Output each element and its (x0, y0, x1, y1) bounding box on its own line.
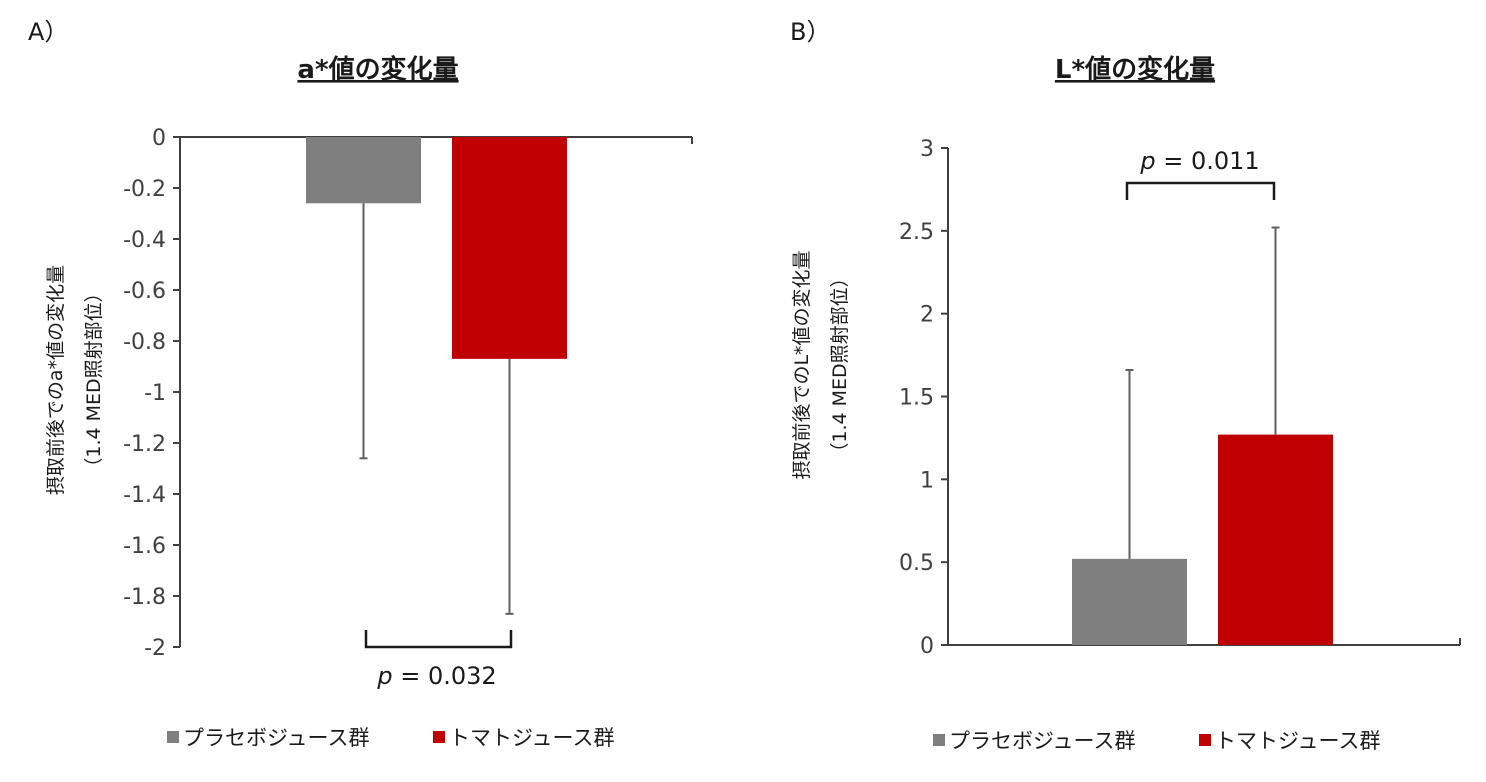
bar-tomato (1218, 434, 1333, 645)
y-tick-label: 3 (920, 137, 934, 162)
chart-title-b: L*値の変化量 (1055, 54, 1215, 85)
chart-title-a: a*値の変化量 (297, 54, 458, 85)
y-tick-label: -1.2 (123, 432, 166, 457)
y-tick-label: -1.8 (123, 585, 166, 610)
y-tick-label: 2 (920, 303, 934, 328)
legend-label: トマトジュース群 (1215, 729, 1380, 753)
y-tick-label: 0.5 (899, 551, 934, 576)
chart-a: A） a*値の変化量 摂取前後でのa*値の変化量 （1.4 MED照射部位） p… (28, 18, 693, 750)
y-tick-label: 1 (920, 468, 934, 493)
y-tick-label: -1.6 (123, 534, 166, 559)
y-axis-label-b: 摂取前後でのL*値の変化量 (791, 250, 813, 479)
legend-swatch (433, 731, 445, 743)
y-axis-label-b-sub: （1.4 MED照射部位） (829, 268, 851, 461)
y-tick-label: -0.8 (123, 330, 166, 355)
p-value-annotation-b: p = 0.011 (1139, 147, 1259, 175)
bar-tomato (452, 137, 567, 359)
legend-label: プラセボジュース群 (949, 729, 1135, 753)
y-axis-label-a: 摂取前後でのa*値の変化量 (45, 265, 67, 495)
y-tick-label: -2 (144, 636, 166, 661)
legend-swatch (933, 734, 945, 746)
legend-swatch (1199, 734, 1211, 746)
panel-label-a: A） (28, 18, 68, 46)
y-tick-label: -0.2 (123, 177, 166, 202)
y-tick-label: 0 (920, 634, 934, 659)
y-tick-label: -1 (144, 381, 166, 406)
y-tick-label: 1.5 (899, 386, 934, 411)
legend-label: プラセボジュース群 (183, 726, 369, 750)
y-tick-label: 0 (152, 126, 166, 151)
significance-bracket (364, 630, 513, 649)
y-tick-label: -0.4 (123, 228, 166, 253)
bar-placebo (306, 137, 421, 204)
panel-label-b: B） (790, 18, 830, 46)
legend-swatch (167, 731, 179, 743)
y-tick-label: -1.4 (123, 483, 166, 508)
y-axis-label-a-sub: （1.4 MED照射部位） (83, 283, 105, 476)
y-tick-label: 2.5 (899, 220, 934, 245)
chart-b: B） L*値の変化量 摂取前後でのL*値の変化量 （1.4 MED照射部位） p… (790, 18, 1461, 753)
bar-placebo (1072, 558, 1187, 645)
y-tick-label: -0.6 (123, 279, 166, 304)
significance-bracket (1125, 181, 1276, 200)
legend-label: トマトジュース群 (449, 726, 614, 750)
p-value-annotation-a: p = 0.032 (376, 662, 496, 690)
